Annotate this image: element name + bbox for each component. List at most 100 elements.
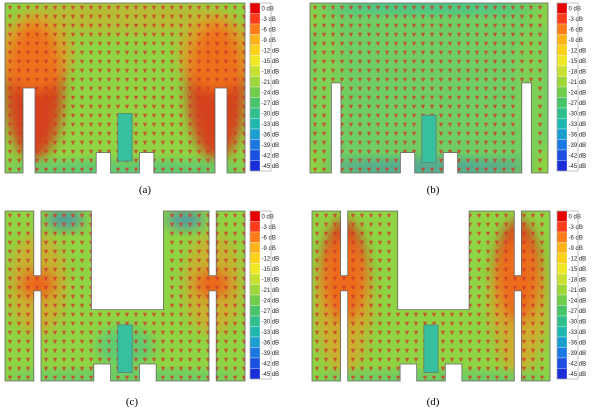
- field-arrow: [151, 339, 157, 345]
- field-arrow: [375, 23, 381, 29]
- field-arrow: [510, 122, 516, 128]
- field-arrow: [61, 294, 67, 300]
- colorbar-tick-label: -21 dB: [569, 80, 587, 86]
- colorbar-swatch: [249, 294, 261, 306]
- field-arrow: [483, 5, 489, 11]
- panel-a: 0 dB-3 dB-6 dB-9 dB-12 dB-15 dB-18 dB-21…: [4, 2, 279, 174]
- field-arrow: [232, 321, 238, 327]
- field-arrow: [357, 86, 363, 92]
- field-arrow: [151, 122, 157, 128]
- field-arrow: [79, 140, 85, 146]
- field-arrow: [456, 77, 462, 83]
- field-arrow: [449, 339, 455, 345]
- field-arrow: [169, 158, 175, 164]
- field-arrow: [34, 68, 40, 74]
- field-arrow: [115, 41, 121, 47]
- field-arrow: [366, 86, 372, 92]
- field-arrow: [7, 41, 13, 47]
- field-arrow: [52, 222, 58, 228]
- field-hotspot: [310, 3, 548, 14]
- field-arrow: [34, 5, 40, 11]
- field-arrow: [169, 267, 175, 273]
- field-arrow: [43, 131, 49, 137]
- field-arrow: [332, 276, 338, 282]
- field-arrow: [178, 339, 184, 345]
- field-arrow: [386, 339, 392, 345]
- field-arrow: [485, 303, 491, 309]
- field-arrow: [537, 5, 543, 11]
- field-arrow: [476, 303, 482, 309]
- field-arrow: [106, 104, 112, 110]
- field-arrow: [476, 276, 482, 282]
- field-arrow: [25, 213, 31, 219]
- field-arrow: [25, 330, 31, 336]
- field-arrow: [377, 357, 383, 363]
- field-arrow: [70, 50, 76, 56]
- field-arrow: [494, 276, 500, 282]
- field-arrow: [7, 348, 13, 354]
- field-arrow: [61, 77, 67, 83]
- field-arrow: [350, 267, 356, 273]
- field-arrow: [321, 50, 327, 56]
- colorbar-tick-label: -21 dB: [262, 288, 280, 294]
- field-arrow: [402, 41, 408, 47]
- field-arrow: [97, 68, 103, 74]
- field-arrow: [52, 167, 58, 173]
- field-arrow: [323, 240, 329, 246]
- field-arrow: [341, 285, 347, 291]
- field-arrow: [142, 312, 148, 318]
- field-arrow: [34, 131, 40, 137]
- field-arrow: [7, 330, 13, 336]
- field-arrow: [151, 330, 157, 336]
- field-arrow: [7, 149, 13, 155]
- field-arrow: [142, 339, 148, 345]
- colorbar-swatch: [556, 97, 568, 109]
- field-arrow: [205, 131, 211, 137]
- field-arrow: [377, 249, 383, 255]
- field-arrow: [241, 95, 245, 101]
- field-arrow: [205, 59, 211, 65]
- field-arrow: [25, 5, 31, 11]
- field-arrow: [133, 104, 139, 110]
- field-arrow: [223, 285, 229, 291]
- field-arrow: [34, 276, 40, 282]
- field-arrow: [178, 249, 184, 255]
- field-arrow: [133, 32, 139, 38]
- field-arrow: [476, 357, 482, 363]
- field-arrow: [350, 213, 356, 219]
- field-arrow: [106, 59, 112, 65]
- field-arrow: [429, 95, 435, 101]
- field-arrow: [178, 303, 184, 309]
- colorbar-swatch: [249, 210, 261, 222]
- field-arrow: [16, 131, 22, 137]
- field-arrow: [438, 77, 444, 83]
- field-arrow: [214, 14, 220, 20]
- field-arrow: [521, 375, 527, 381]
- field-arrow: [483, 113, 489, 119]
- field-arrow: [384, 167, 390, 173]
- field-arrow: [196, 321, 202, 327]
- field-arrow: [43, 50, 49, 56]
- field-arrow: [323, 267, 329, 273]
- field-arrow: [79, 50, 85, 56]
- field-arrow: [456, 50, 462, 56]
- field-arrow: [521, 267, 527, 273]
- field-arrow: [537, 59, 543, 65]
- colorbar-swatch: [556, 13, 568, 25]
- field-arrow: [393, 68, 399, 74]
- field-arrow: [384, 14, 390, 20]
- field-arrow: [384, 113, 390, 119]
- field-arrow: [537, 158, 543, 164]
- field-arrow: [377, 339, 383, 345]
- field-arrow: [447, 23, 453, 29]
- field-arrow: [61, 357, 67, 363]
- field-arrow: [241, 23, 245, 29]
- field-arrow: [133, 86, 139, 92]
- field-arrow: [375, 5, 381, 11]
- field-arrow: [539, 321, 545, 327]
- colorbar-swatch: [556, 118, 568, 130]
- field-arrow: [169, 167, 175, 173]
- field-arrow: [205, 276, 211, 282]
- field-arrow: [178, 375, 184, 381]
- colorbar-tick-label: -45 dB: [262, 372, 280, 378]
